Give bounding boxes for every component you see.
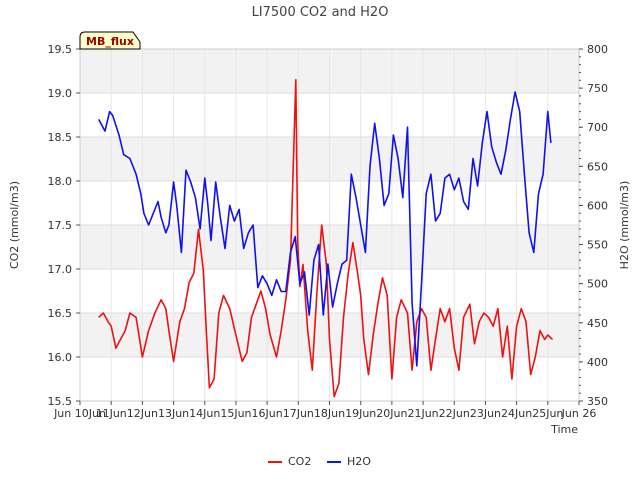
x-axis-tick-label: 11Jun: [96, 407, 127, 420]
chart-title: LI7500 CO2 and H2O: [252, 5, 389, 20]
series-line-co2: [98, 79, 554, 398]
left-axis-tick-label: 17.0: [48, 263, 73, 276]
right-axis-tick-label: 500: [587, 278, 608, 291]
x-axis-tick-label: 19Jun: [345, 407, 376, 420]
left-axis-tick-label: 16.0: [48, 351, 73, 364]
mb-flux-badge: MB_flux: [79, 31, 141, 50]
x-axis-tick-label: 12Jun: [127, 407, 158, 420]
left-y-axis: 15.5 16.0 16.5 17.0 17.5 18.0 18.5 19.0 19.5: [48, 43, 80, 408]
series-layer: [97, 79, 554, 398]
x-axis-tick-label: Jun 10Jun: [53, 407, 106, 420]
x-axis-tick-label: 17Jun: [283, 407, 314, 420]
x-axis-tick-label: 22Jun: [439, 407, 470, 420]
x-axis-tick-label: 16Jun: [252, 407, 283, 420]
left-axis-tick-label: 19.0: [48, 87, 73, 100]
legend: CO2 H2O: [268, 455, 371, 468]
x-axis-tick-label: 18Jun: [314, 407, 345, 420]
right-axis-tick-label: 700: [587, 121, 608, 134]
right-axis-tick-label: 350: [587, 395, 608, 408]
x-axis-label: Time: [550, 423, 578, 436]
left-axis-tick-label: 19.5: [48, 43, 73, 56]
legend-label-h2o: H2O: [347, 455, 371, 468]
left-axis-tick-label: 18.0: [48, 175, 73, 188]
left-axis-tick-label: 15.5: [48, 395, 73, 408]
badge-shape: [79, 31, 141, 50]
badge-label: MB_flux: [86, 35, 134, 48]
left-axis-tick-label: 17.5: [48, 219, 73, 232]
x-axis-tick-label: 13Jun: [158, 407, 189, 420]
right-y-axis: 350 400 450 500 550 600 650 700 750 800: [579, 43, 608, 408]
x-axis-tick-label: 24Jun: [501, 407, 532, 420]
right-axis-tick-label: 450: [587, 317, 608, 330]
right-axis-tick-label: 600: [587, 199, 608, 212]
right-axis-tick-label: 550: [587, 239, 608, 252]
x-axis-tick-label: 20Jun: [376, 407, 407, 420]
x-axis-tick-label: 15Jun: [220, 407, 251, 420]
y-axis-right-label: H2O (mmol/m3): [618, 181, 631, 270]
x-axis-tick-label: 23Jun: [470, 407, 501, 420]
x-axis-tick-label: Jun 26: [561, 407, 597, 420]
right-axis-tick-label: 800: [587, 43, 608, 56]
right-axis-tick-label: 400: [587, 356, 608, 369]
x-axis-tick-label: 21Jun: [407, 407, 438, 420]
legend-label-co2: CO2: [288, 455, 311, 468]
left-axis-tick-label: 18.5: [48, 131, 73, 144]
series-line-h2o: [97, 91, 552, 367]
x-axis-tick-label: 14Jun: [189, 407, 220, 420]
left-axis-tick-label: 16.5: [48, 307, 73, 320]
y-axis-left-label: CO2 (mmol/m3): [8, 181, 21, 269]
right-axis-tick-label: 650: [587, 160, 608, 173]
x-axis-tick-label: 25Jun: [532, 407, 563, 420]
right-axis-tick-label: 750: [587, 82, 608, 95]
